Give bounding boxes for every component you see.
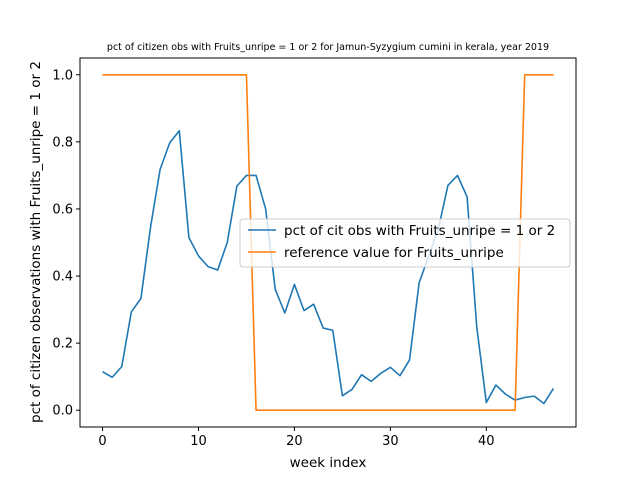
series-line-cit-obs: [102, 129, 555, 405]
x-tick-label: 0: [98, 434, 106, 449]
x-axis-label: week index: [290, 455, 367, 471]
x-tick-label: 20: [286, 434, 303, 449]
y-tick-label: 0.2: [52, 337, 73, 352]
x-tick-label: 40: [478, 434, 495, 449]
x-tick-label: 10: [190, 434, 207, 449]
y-tick-label: 0.4: [52, 270, 73, 285]
legend-label-reference: reference value for Fruits_unripe: [284, 245, 504, 261]
y-tick-label: 0.6: [52, 202, 73, 217]
y-tick-label: 0.0: [52, 404, 73, 419]
chart-title: pct of citizen obs with Fruits_unripe = …: [107, 42, 549, 53]
ticks-layer: 0 10 20 30 40 0.0 0.2 0.4 0.6 0.8 1.0: [52, 68, 494, 449]
legend: pct of cit obs with Fruits_unripe = 1 or…: [239, 218, 571, 268]
y-axis-label: pct of citizen observations with Fruits_…: [28, 61, 44, 423]
legend-label-cit-obs: pct of cit obs with Fruits_unripe = 1 or…: [284, 223, 555, 239]
series-layer: [102, 73, 555, 412]
y-tick-label: 1.0: [52, 68, 73, 83]
x-tick-label: 30: [382, 434, 399, 449]
legend-frame: [239, 218, 571, 268]
plot-frame: [79, 57, 577, 428]
series-line-reference: [102, 73, 554, 412]
y-tick-label: 0.8: [52, 135, 73, 150]
